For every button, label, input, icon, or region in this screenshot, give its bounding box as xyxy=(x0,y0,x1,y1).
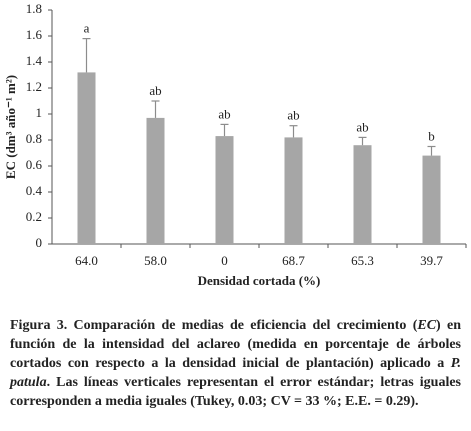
significance-letter: ab xyxy=(356,119,368,134)
significance-letter: a xyxy=(84,21,90,36)
y-tick-label: 1.8 xyxy=(26,1,42,16)
caption-text: ) en función de la intensidad del aclare… xyxy=(10,318,461,371)
chart: EC (dm³ año⁻¹ m²) Densidad cortada (%) 0… xyxy=(3,1,467,288)
significance-letter: ab xyxy=(218,106,230,121)
x-tick-label: 39.7 xyxy=(420,253,443,268)
bar xyxy=(353,145,372,244)
y-tick-label: 0.2 xyxy=(26,209,42,224)
caption-text: P. patula xyxy=(10,356,461,390)
bar xyxy=(422,155,441,244)
y-tick-label: 1 xyxy=(36,105,43,120)
significance-letter: ab xyxy=(149,83,161,98)
bar xyxy=(284,137,303,244)
caption-text: EC xyxy=(417,318,437,333)
bar xyxy=(77,72,96,245)
y-tick-label: 0.6 xyxy=(26,157,43,172)
caption-text: . Las líneas verticales representan el e… xyxy=(10,375,461,409)
significance-letter: ab xyxy=(287,108,299,123)
x-axis-label: Densidad cortada (%) xyxy=(198,273,321,288)
x-tick-label: 64.0 xyxy=(75,253,98,268)
caption-text: Figura 3. Comparación de medias de efici… xyxy=(10,318,418,333)
y-tick-label: 1.2 xyxy=(26,79,42,94)
significance-letter: b xyxy=(428,128,435,143)
bar xyxy=(215,136,234,244)
y-tick-label: 1.6 xyxy=(26,27,43,42)
y-tick-label: 0.4 xyxy=(26,183,43,198)
y-tick-label: 1.4 xyxy=(26,53,43,68)
bar xyxy=(146,117,165,244)
caption: Figura 3. Comparación de medias de efici… xyxy=(10,316,461,411)
y-axis-label: EC (dm³ año⁻¹ m²) xyxy=(3,75,18,179)
x-tick-label: 68.7 xyxy=(282,253,305,268)
y-tick-label: 0.8 xyxy=(26,131,42,146)
x-tick-label: 58.0 xyxy=(144,253,167,268)
y-tick-label: 0 xyxy=(36,235,43,250)
x-tick-label: 0 xyxy=(221,253,228,268)
x-tick-label: 65.3 xyxy=(351,253,374,268)
